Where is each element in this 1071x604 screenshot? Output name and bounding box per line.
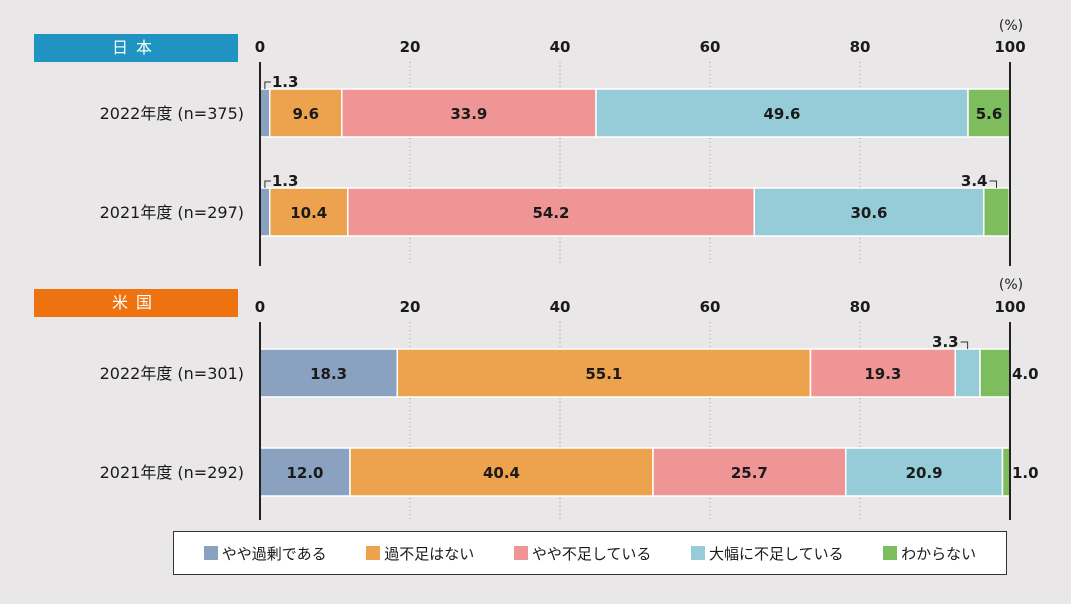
legend-label: わからない (901, 544, 977, 563)
legend-swatch-slightly-excess (203, 546, 218, 560)
legend-item-just-right: 過不足はない (366, 543, 474, 564)
data-label: 1.3 (272, 73, 299, 91)
data-label: 10.4 (290, 204, 327, 222)
category-label: 2021年度 (n=297) (100, 203, 244, 222)
bar-segment (652, 447, 847, 497)
legend-label: 過不足はない (384, 544, 475, 563)
legend-item-unknown: わからない (883, 543, 976, 564)
unit-label: (%) (999, 277, 1023, 293)
bar-segment (967, 88, 1011, 138)
legend-item-slightly-excess: やや過剰である (203, 543, 327, 564)
x-tick-label: 60 (700, 298, 721, 316)
x-tick-label: 100 (994, 298, 1025, 316)
bar-segment (983, 187, 1010, 237)
bar-segment (259, 88, 271, 138)
data-label: 5.6 (976, 105, 1003, 123)
data-label: 3.4 (961, 172, 988, 190)
data-label: 30.6 (850, 204, 887, 222)
legend-swatch-just-right (366, 546, 381, 560)
legend-swatch-unknown (883, 546, 898, 560)
x-tick-label: 20 (400, 38, 421, 56)
legend-swatch-greatly-short (691, 546, 706, 560)
legend-label: やや過剰である (221, 544, 327, 563)
callout-line (264, 180, 271, 188)
category-label: 2022年度 (n=301) (100, 364, 244, 383)
x-tick-label: 100 (994, 38, 1025, 56)
data-label: 1.3 (272, 172, 299, 190)
data-label: 18.3 (310, 365, 347, 383)
bar-segment (259, 187, 271, 237)
bar-segment (954, 348, 981, 398)
category-label: 2022年度 (n=375) (100, 104, 244, 123)
x-tick-label: 20 (400, 298, 421, 316)
bar-segment (845, 447, 1004, 497)
panel-label-japan: 日本 (34, 34, 238, 62)
bar-segment (259, 348, 398, 398)
data-label: 4.0 (1012, 365, 1039, 383)
legend-swatch-slightly-short (513, 546, 528, 560)
data-label: 25.7 (731, 464, 768, 482)
data-label: 19.3 (864, 365, 901, 383)
panel-label-usa: 米国 (34, 289, 238, 317)
data-label: 40.4 (483, 464, 520, 482)
bar-segment (269, 88, 343, 138)
bar-segment (349, 447, 654, 497)
data-label: 3.3 (932, 333, 959, 351)
unit-label: (%) (999, 18, 1023, 34)
x-tick-label: 40 (550, 38, 571, 56)
bar-segment (1001, 447, 1011, 497)
x-tick-label: 40 (550, 298, 571, 316)
x-tick-label: 0 (255, 298, 265, 316)
data-label: 12.0 (286, 464, 323, 482)
category-label: 2021年度 (n=292) (100, 463, 244, 482)
callout-line (989, 180, 997, 188)
x-tick-label: 80 (850, 38, 871, 56)
data-label: 20.9 (906, 464, 943, 482)
data-label: 54.2 (532, 204, 569, 222)
data-label: 55.1 (585, 365, 622, 383)
x-tick-label: 0 (255, 38, 265, 56)
bar-segment (341, 88, 597, 138)
legend-label: 大幅に不足している (709, 544, 844, 563)
legend: やや過剰である 過不足はない やや不足している 大幅に不足している わからない (173, 531, 1007, 575)
callout-line (960, 341, 969, 349)
data-label: 9.6 (292, 105, 319, 123)
data-label: 33.9 (450, 105, 487, 123)
legend-item-greatly-short: 大幅に不足している (691, 543, 844, 564)
legend-label: やや不足している (531, 544, 652, 563)
callout-line (264, 81, 271, 89)
bar-segment (979, 348, 1011, 398)
legend-item-slightly-short: やや不足している (513, 543, 652, 564)
data-label: 1.0 (1012, 464, 1039, 482)
bar-segment (347, 187, 755, 237)
bar-segment (259, 447, 351, 497)
bar-segment (809, 348, 956, 398)
x-tick-label: 80 (850, 298, 871, 316)
data-label: 49.6 (763, 105, 800, 123)
x-tick-label: 60 (700, 38, 721, 56)
